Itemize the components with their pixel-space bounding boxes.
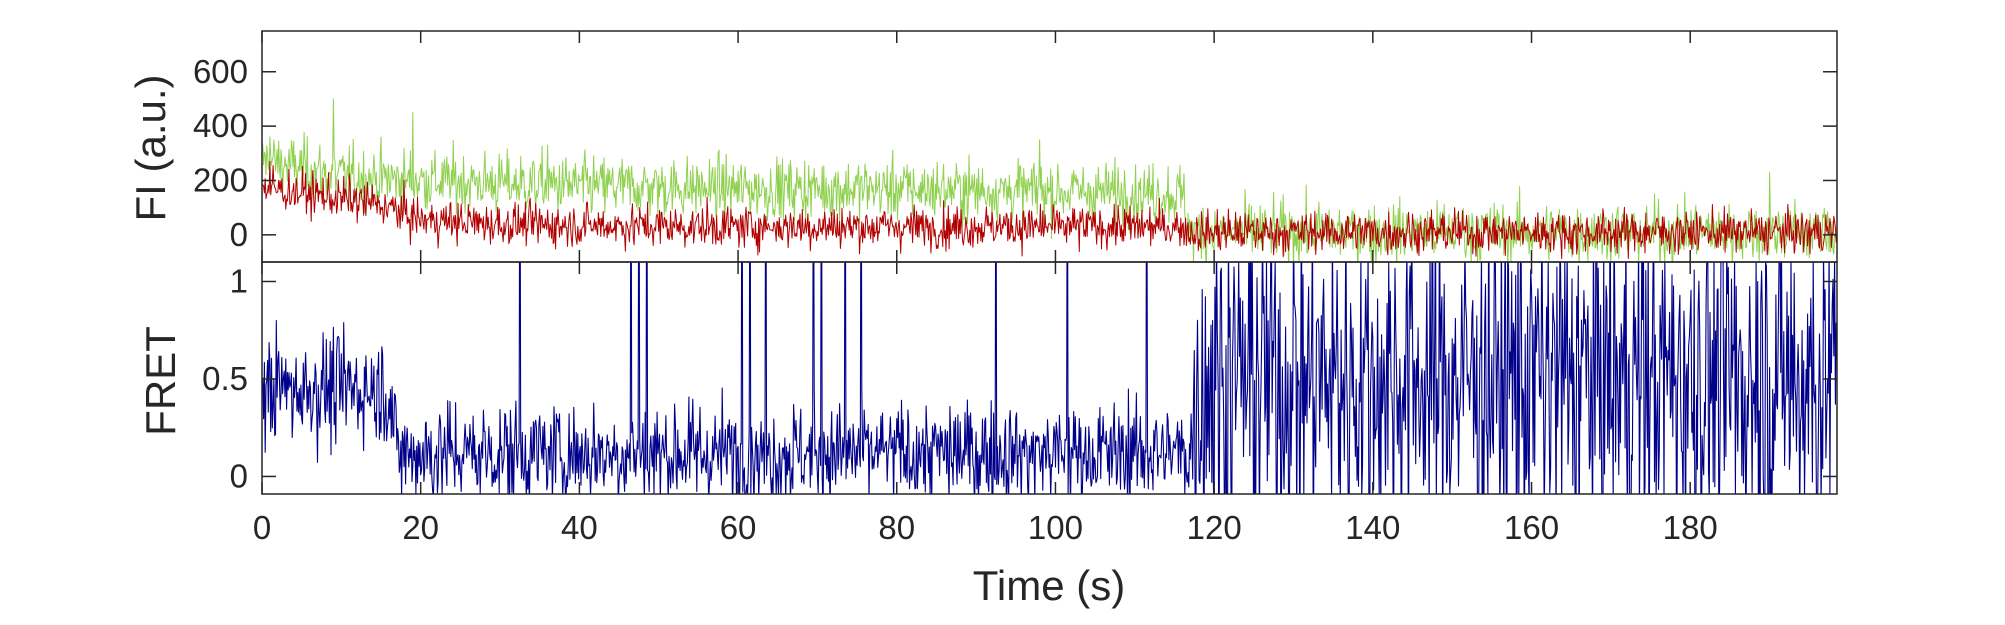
x-tick-label: 100 bbox=[1028, 509, 1083, 546]
x-axis-title: Time (s) bbox=[973, 562, 1125, 609]
x-tick-label: 0 bbox=[253, 509, 271, 546]
fluorescence-y-tick-label: 400 bbox=[193, 107, 248, 144]
x-tick-label: 120 bbox=[1187, 509, 1242, 546]
fret-y-tick-label: 0 bbox=[230, 457, 248, 494]
fluorescence-y-tick-label: 0 bbox=[230, 216, 248, 253]
fluorescence-panel: 0 200 400 600 FI (a.u.) bbox=[127, 30, 1838, 263]
fluorescence-series-2-line bbox=[262, 160, 1837, 260]
fluorescence-y-axis-title: FI (a.u.) bbox=[127, 74, 174, 221]
x-tick-label: 20 bbox=[402, 509, 439, 546]
x-tick-label: 180 bbox=[1663, 509, 1718, 546]
fret-y-axis-title: FRET bbox=[137, 326, 184, 436]
fret-panel: 0 0.5 1 0 20 40 60 80 100 120 140 160 180 FRET Time… bbox=[137, 31, 1838, 609]
x-tick-label: 160 bbox=[1504, 509, 1559, 546]
fret-y-tick-label: 0.5 bbox=[202, 360, 248, 397]
x-tick-label: 140 bbox=[1345, 509, 1400, 546]
fret-series-1-line bbox=[262, 262, 1837, 494]
x-tick-label: 60 bbox=[720, 509, 757, 546]
fluorescence-y-tick-label: 600 bbox=[193, 53, 248, 90]
fluorescence-y-tick-label: 200 bbox=[193, 161, 248, 198]
fluorescence-series-1-line bbox=[262, 98, 1837, 262]
x-tick-label: 40 bbox=[561, 509, 598, 546]
fret-axes-box bbox=[261, 261, 1838, 495]
x-tick-label: 80 bbox=[878, 509, 915, 546]
fret-y-tick-label: 1 bbox=[230, 262, 248, 299]
